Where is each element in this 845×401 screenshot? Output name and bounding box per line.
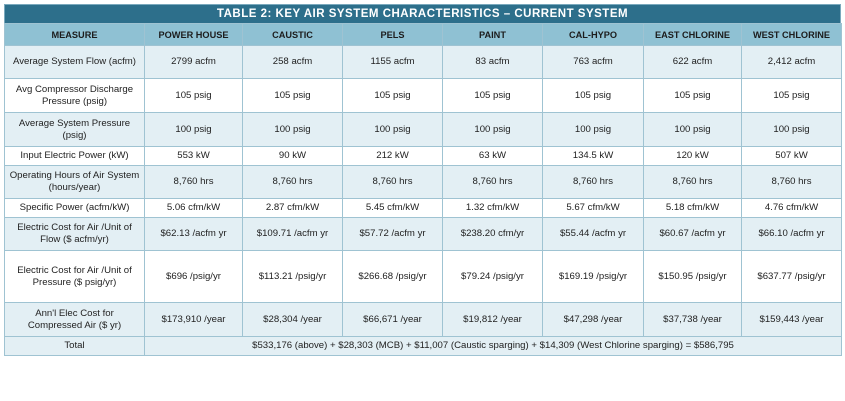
value-cell: 105 psig (542, 78, 644, 113)
table-title: TABLE 2: KEY AIR SYSTEM CHARACTERISTICS … (4, 4, 841, 23)
table-row: Average System Flow (acfm) 2799 acfm 258 a… (4, 45, 842, 79)
data-table: MEASURE POWER HOUSE CAUSTIC PELS PAINT CAL-HY… (4, 23, 842, 356)
value-cell: 2.87 cfm/kW (242, 198, 343, 218)
column-header: PAINT (442, 23, 543, 46)
column-header: CAL-HYPO (542, 23, 644, 46)
column-header: CAUSTIC (242, 23, 343, 46)
value-cell: 8,760 hrs (144, 165, 243, 199)
value-cell: 5.18 cfm/kW (643, 198, 742, 218)
value-cell: 100 psig (342, 112, 443, 147)
measure-cell: Specific Power (acfm/kW) (4, 198, 145, 218)
value-cell: 5.06 cfm/kW (144, 198, 243, 218)
value-cell: $37,738 /year (643, 302, 742, 337)
column-header: PELS (342, 23, 443, 46)
value-cell: $66.10 /acfm yr (741, 217, 842, 251)
column-header: POWER HOUSE (144, 23, 243, 46)
value-cell: $109.71 /acfm yr (242, 217, 343, 251)
table-row: Electric Cost for Air /Unit of Flow ($ a… (4, 217, 842, 251)
value-cell: 100 psig (542, 112, 644, 147)
value-cell: $60.67 /acfm yr (643, 217, 742, 251)
value-cell: 8,760 hrs (342, 165, 443, 199)
value-cell: $28,304 /year (242, 302, 343, 337)
value-cell: 100 psig (442, 112, 543, 147)
value-cell: 212 kW (342, 146, 443, 166)
column-header: WEST CHLORINE (741, 23, 842, 46)
measure-cell: Average System Pressure (psig) (4, 112, 145, 147)
header-row: MEASURE POWER HOUSE CAUSTIC PELS PAINT CAL-HY… (4, 23, 842, 46)
value-cell: 100 psig (144, 112, 243, 147)
value-cell: 8,760 hrs (643, 165, 742, 199)
value-cell: $79.24 /psig/yr (442, 250, 543, 303)
value-cell: $66,671 /year (342, 302, 443, 337)
value-cell: 105 psig (643, 78, 742, 113)
value-cell: $150.95 /psig/yr (643, 250, 742, 303)
value-cell: 100 psig (741, 112, 842, 147)
value-cell: 5.67 cfm/kW (542, 198, 644, 218)
measure-cell: Electric Cost for Air /Unit of Pressure … (4, 250, 145, 303)
measure-cell: Average System Flow (acfm) (4, 45, 145, 79)
value-cell: 8,760 hrs (542, 165, 644, 199)
value-cell: $169.19 /psig/yr (542, 250, 644, 303)
value-cell: $47,298 /year (542, 302, 644, 337)
table-row: Ann'l Elec Cost for Compressed Air ($ yr… (4, 302, 842, 337)
column-header: MEASURE (4, 23, 145, 46)
measure-cell: Ann'l Elec Cost for Compressed Air ($ yr… (4, 302, 145, 337)
measure-cell: Electric Cost for Air /Unit of Flow ($ a… (4, 217, 145, 251)
value-cell: $113.21 /psig/yr (242, 250, 343, 303)
table-row: Average System Pressure (psig) 100 psig 10… (4, 112, 842, 147)
value-cell: $173,910 /year (144, 302, 243, 337)
value-cell: $696 /psig/yr (144, 250, 243, 303)
table-row: Avg Compressor Discharge Pressure (psig)… (4, 78, 842, 113)
measure-cell: Avg Compressor Discharge Pressure (psig) (4, 78, 145, 113)
table-container: TABLE 2: KEY AIR SYSTEM CHARACTERISTICS … (4, 4, 842, 397)
value-cell: 105 psig (144, 78, 243, 113)
value-cell: 105 psig (242, 78, 343, 113)
value-cell: 90 kW (242, 146, 343, 166)
value-cell: 120 kW (643, 146, 742, 166)
value-cell: 1.32 cfm/kW (442, 198, 543, 218)
value-cell: $62.13 /acfm yr (144, 217, 243, 251)
table-body: Average System Flow (acfm) 2799 acfm 258 a… (4, 45, 842, 356)
value-cell: 100 psig (242, 112, 343, 147)
table-row: Input Electric Power (kW) 553 kW 90 kW 212 … (4, 146, 842, 166)
total-row: Total $533,176 (above) + $28,303 (MCB) + … (4, 336, 842, 356)
value-cell: 1155 acfm (342, 45, 443, 79)
measure-cell: Input Electric Power (kW) (4, 146, 145, 166)
column-header: EAST CHLORINE (643, 23, 742, 46)
value-cell: 622 acfm (643, 45, 742, 79)
value-cell: 8,760 hrs (242, 165, 343, 199)
value-cell: 4.76 cfm/kW (741, 198, 842, 218)
value-cell: 5.45 cfm/kW (342, 198, 443, 218)
value-cell: 2,412 acfm (741, 45, 842, 79)
value-cell: 83 acfm (442, 45, 543, 79)
value-cell: 105 psig (342, 78, 443, 113)
value-cell: 63 kW (442, 146, 543, 166)
value-cell: $238.20 cfm/yr (442, 217, 543, 251)
table-row: Specific Power (acfm/kW) 5.06 cfm/kW 2.87 … (4, 198, 842, 218)
value-cell: 553 kW (144, 146, 243, 166)
value-cell: 2799 acfm (144, 45, 243, 79)
value-cell: 8,760 hrs (442, 165, 543, 199)
value-cell: $19,812 /year (442, 302, 543, 337)
value-cell: 507 kW (741, 146, 842, 166)
measure-cell: Operating Hours of Air System (hours/yea… (4, 165, 145, 199)
value-cell: 258 acfm (242, 45, 343, 79)
table-row: Electric Cost for Air /Unit of Pressure … (4, 250, 842, 303)
value-cell: $637.77 /psig/yr (741, 250, 842, 303)
value-cell: $55.44 /acfm yr (542, 217, 644, 251)
value-cell: 100 psig (643, 112, 742, 147)
table-row: Operating Hours of Air System (hours/yea… (4, 165, 842, 199)
value-cell: 105 psig (741, 78, 842, 113)
total-value: $533,176 (above) + $28,303 (MCB) + $11,0… (144, 336, 842, 356)
value-cell: 763 acfm (542, 45, 644, 79)
value-cell: 134.5 kW (542, 146, 644, 166)
total-label: Total (4, 336, 145, 356)
value-cell: 8,760 hrs (741, 165, 842, 199)
value-cell: $159,443 /year (741, 302, 842, 337)
value-cell: $266.68 /psig/yr (342, 250, 443, 303)
value-cell: 105 psig (442, 78, 543, 113)
value-cell: $57.72 /acfm yr (342, 217, 443, 251)
